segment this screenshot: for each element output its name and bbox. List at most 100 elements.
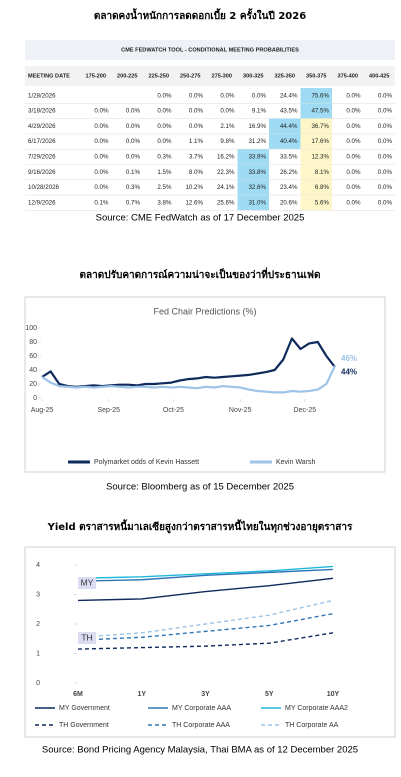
table-cell: 0.0% <box>252 92 267 99</box>
y-tick-label: 2 <box>36 621 40 628</box>
table-cell: 12.3% <box>311 153 329 160</box>
column-header: 325-350 <box>274 73 295 79</box>
table-cell: 0.0% <box>94 169 109 176</box>
table-cell: 8.1% <box>315 169 330 176</box>
shaded-cell <box>300 195 332 211</box>
table-cell: 31.0% <box>248 199 266 206</box>
column-header: 275-300 <box>211 73 232 79</box>
table-cell: 0.0% <box>378 153 393 160</box>
x-tick-label: 6M <box>73 691 83 698</box>
row-label: 10/28/2026 <box>28 184 60 191</box>
series-line <box>41 365 336 394</box>
y-tick-label: 20 <box>29 381 37 388</box>
shaded-cell <box>300 118 332 134</box>
x-tick-label: Oct-25 <box>163 407 184 414</box>
shaded-cell <box>300 149 332 165</box>
y-tick-label: 40 <box>29 367 37 374</box>
table-cell: 47.5% <box>311 108 329 115</box>
table-cell: 0.1% <box>126 169 141 176</box>
table-cell: 0.0% <box>378 169 393 176</box>
table-cell: 0.0% <box>126 153 141 160</box>
table-cell: 23.4% <box>280 184 298 191</box>
legend-label: TH Corporate AAA <box>172 722 230 729</box>
data-label: 44% <box>341 367 357 376</box>
y-tick-label: 0 <box>33 395 37 402</box>
legend-label: MY Government <box>59 705 110 712</box>
series-line <box>77 565 334 579</box>
table-cell: 24.4% <box>280 92 298 99</box>
y-tick-label: 3 <box>36 591 40 598</box>
table-cell: 0.0% <box>189 92 204 99</box>
highlight-cell <box>237 149 269 165</box>
table-cell: 1.1% <box>189 138 204 145</box>
section-heading: Yield ตราสารหนี้มาเลเซียสูงกว่าตราสารหนี… <box>47 519 353 534</box>
column-header: 200-225 <box>117 73 138 79</box>
table-cell: 3.7% <box>189 153 204 160</box>
table-cell: 0.0% <box>220 108 235 115</box>
table-cell: 44.4% <box>280 123 298 130</box>
shaded-cell <box>300 133 332 150</box>
series-line <box>77 612 334 641</box>
row-label: 3/18/2026 <box>28 108 56 115</box>
column-header: 375-400 <box>337 73 358 79</box>
row-label: 6/17/2026 <box>28 138 56 145</box>
table-cell: 0.0% <box>378 92 393 99</box>
row-label: 7/29/2026 <box>28 153 56 160</box>
x-tick-label: 5Y <box>265 691 274 698</box>
table-cell: 0.0% <box>346 92 361 99</box>
table-cell: 0.7% <box>126 199 141 206</box>
highlight-cell <box>237 164 269 180</box>
y-tick-label: 0 <box>36 680 40 687</box>
legend-label: TH Government <box>59 722 109 729</box>
y-tick-label: 1 <box>36 650 40 657</box>
caption-band <box>25 40 395 60</box>
shaded-cell <box>300 164 332 180</box>
table-cell: 0.0% <box>346 138 361 145</box>
table-cell: 1.5% <box>157 169 172 176</box>
series-line <box>77 568 334 582</box>
highlight-cell <box>300 88 332 104</box>
table-cell: 2.5% <box>157 184 172 191</box>
table-cell: 17.6% <box>311 138 329 145</box>
table-cell: 0.0% <box>346 123 361 130</box>
table-cell: 31.2% <box>248 138 266 145</box>
table-cell: 0.0% <box>157 92 172 99</box>
table-cell: 24.1% <box>217 184 235 191</box>
table-cell: 33.5% <box>280 153 298 160</box>
table-cell: 0.0% <box>189 108 204 115</box>
annotation-box <box>78 632 96 644</box>
table-cell: 16.9% <box>248 123 266 130</box>
table-cell: 0.0% <box>378 108 393 115</box>
table-cell: 3.8% <box>157 199 172 206</box>
column-header: 400-425 <box>369 73 390 79</box>
table-cell: 10.2% <box>185 184 203 191</box>
table-cell: 0.0% <box>378 123 393 130</box>
table-cell: 0.0% <box>220 92 235 99</box>
table-cell: 40.4% <box>280 138 298 145</box>
highlight-cell <box>300 103 332 119</box>
table-cell: 9.1% <box>252 108 267 115</box>
row-label: 12/9/2026 <box>28 199 56 206</box>
table-cell: 0.1% <box>94 199 109 206</box>
source: Source: CME FedWatch as of 17 December 2… <box>96 213 305 224</box>
section-heading: ตลาดปรับคาดการณ์ความน่าจะเป็นของว่าที่ปร… <box>80 267 321 281</box>
table-cell: 0.0% <box>378 199 393 206</box>
x-tick-label: Sep-25 <box>97 407 120 414</box>
row-label: 9/16/2026 <box>28 169 56 176</box>
table-cell: 16.2% <box>217 153 235 160</box>
annotation-box <box>78 577 96 589</box>
table-cell: 20.6% <box>280 199 298 206</box>
source: Source: Bloomberg as of 15 December 2025 <box>106 482 294 493</box>
x-tick-label: Nov-25 <box>229 407 252 414</box>
header-band <box>25 66 395 86</box>
x-tick-label: 10Y <box>327 691 340 698</box>
series-line <box>77 577 334 602</box>
table-cell: 0.0% <box>94 108 109 115</box>
table-cell: 0.0% <box>94 153 109 160</box>
table-cell: 0.0% <box>126 123 141 130</box>
column-header: 250-275 <box>180 73 201 79</box>
legend-label: Polymarket odds of Kevin Hassett <box>94 459 199 466</box>
legend-label: TH Corporate AA <box>285 722 339 729</box>
table-cell: 0.0% <box>157 138 172 145</box>
